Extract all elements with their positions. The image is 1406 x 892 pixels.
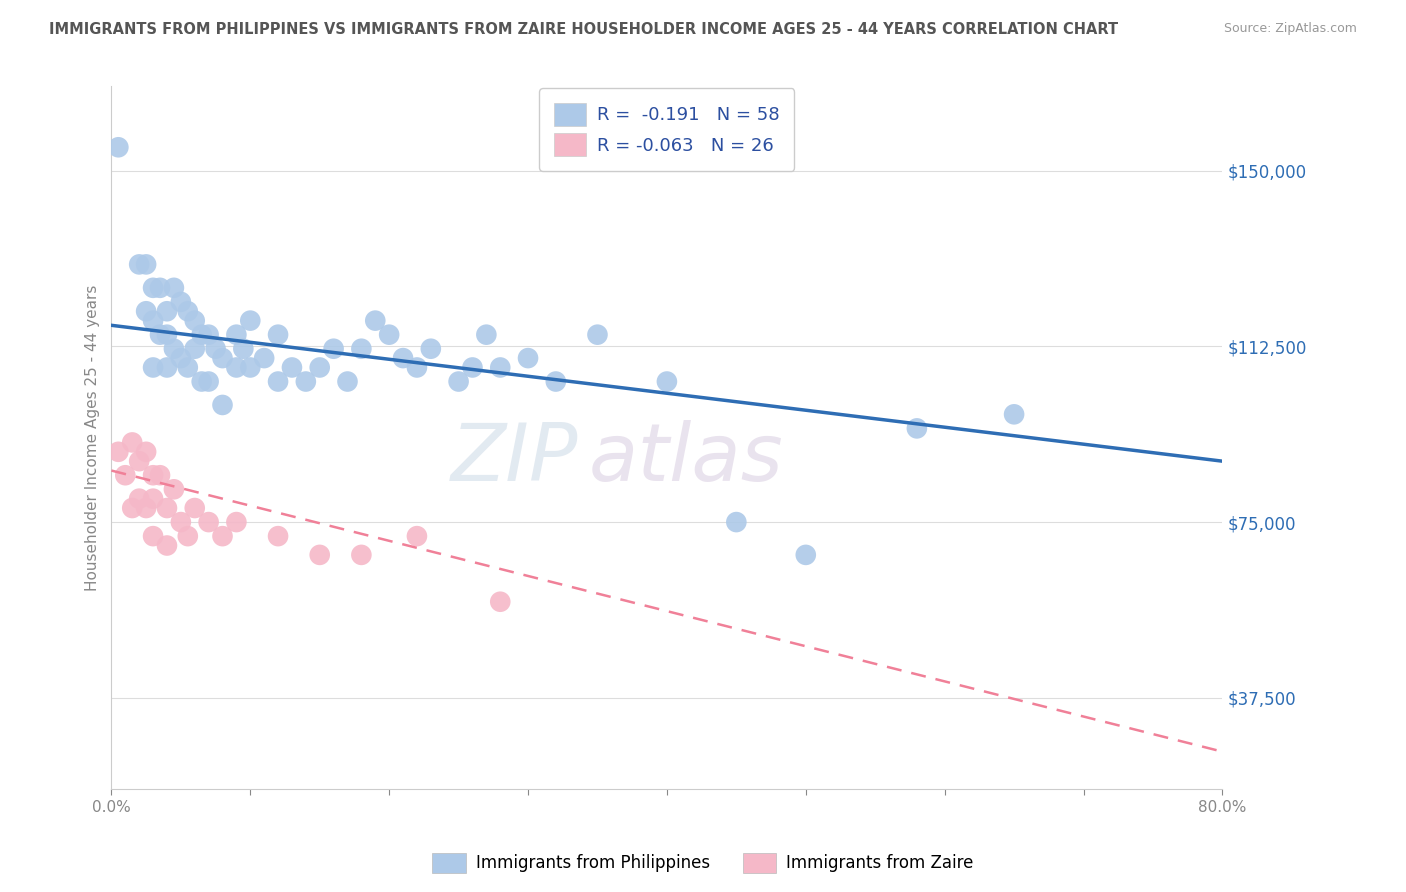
Point — [322, 342, 344, 356]
Point — [163, 342, 186, 356]
Point — [419, 342, 441, 356]
Point — [135, 445, 157, 459]
Point — [204, 342, 226, 356]
Point — [163, 281, 186, 295]
Point — [489, 595, 512, 609]
Point — [461, 360, 484, 375]
Legend: Immigrants from Philippines, Immigrants from Zaire: Immigrants from Philippines, Immigrants … — [426, 847, 980, 880]
Point — [725, 515, 748, 529]
Point — [350, 342, 373, 356]
Point — [232, 342, 254, 356]
Point — [170, 294, 193, 309]
Point — [281, 360, 304, 375]
Point — [406, 360, 429, 375]
Point — [156, 539, 179, 553]
Point — [225, 515, 247, 529]
Point — [267, 375, 290, 389]
Point — [1002, 407, 1025, 421]
Text: ZIP: ZIP — [451, 420, 578, 498]
Point — [163, 483, 186, 497]
Point — [197, 515, 219, 529]
Point — [392, 351, 415, 365]
Point — [142, 468, 165, 483]
Point — [114, 468, 136, 483]
Point — [170, 351, 193, 365]
Point — [128, 454, 150, 468]
Point — [135, 501, 157, 516]
Point — [489, 360, 512, 375]
Text: Source: ZipAtlas.com: Source: ZipAtlas.com — [1223, 22, 1357, 36]
Point — [211, 398, 233, 412]
Point — [128, 491, 150, 506]
Legend: R =  -0.191   N = 58, R = -0.063   N = 26: R = -0.191 N = 58, R = -0.063 N = 26 — [540, 88, 794, 171]
Point — [128, 257, 150, 271]
Point — [149, 281, 172, 295]
Point — [184, 342, 207, 356]
Point — [170, 515, 193, 529]
Point — [142, 281, 165, 295]
Point — [156, 501, 179, 516]
Point — [156, 360, 179, 375]
Point — [794, 548, 817, 562]
Point — [142, 313, 165, 327]
Point — [197, 327, 219, 342]
Point — [655, 375, 678, 389]
Point — [253, 351, 276, 365]
Point — [184, 313, 207, 327]
Point — [121, 435, 143, 450]
Point — [184, 501, 207, 516]
Point — [190, 327, 212, 342]
Text: IMMIGRANTS FROM PHILIPPINES VS IMMIGRANTS FROM ZAIRE HOUSEHOLDER INCOME AGES 25 : IMMIGRANTS FROM PHILIPPINES VS IMMIGRANT… — [49, 22, 1118, 37]
Point — [239, 313, 262, 327]
Point — [211, 529, 233, 543]
Point — [197, 375, 219, 389]
Point — [107, 140, 129, 154]
Point — [267, 529, 290, 543]
Point — [142, 529, 165, 543]
Point — [135, 257, 157, 271]
Text: atlas: atlas — [589, 420, 785, 498]
Y-axis label: Householder Income Ages 25 - 44 years: Householder Income Ages 25 - 44 years — [86, 285, 100, 591]
Point — [475, 327, 498, 342]
Point — [378, 327, 401, 342]
Point — [406, 529, 429, 543]
Point — [149, 327, 172, 342]
Point — [308, 360, 330, 375]
Point — [544, 375, 567, 389]
Point — [149, 468, 172, 483]
Point — [211, 351, 233, 365]
Point — [121, 501, 143, 516]
Point — [239, 360, 262, 375]
Point — [225, 360, 247, 375]
Point — [156, 327, 179, 342]
Point — [350, 548, 373, 562]
Point — [142, 360, 165, 375]
Point — [336, 375, 359, 389]
Point — [177, 304, 200, 318]
Point — [190, 375, 212, 389]
Point — [135, 304, 157, 318]
Point — [295, 375, 318, 389]
Point — [177, 360, 200, 375]
Point — [107, 445, 129, 459]
Point — [517, 351, 540, 365]
Point — [364, 313, 387, 327]
Point — [267, 327, 290, 342]
Point — [308, 548, 330, 562]
Point — [142, 491, 165, 506]
Point — [447, 375, 470, 389]
Point — [156, 304, 179, 318]
Point — [905, 421, 928, 435]
Point — [225, 327, 247, 342]
Point — [586, 327, 609, 342]
Point — [177, 529, 200, 543]
